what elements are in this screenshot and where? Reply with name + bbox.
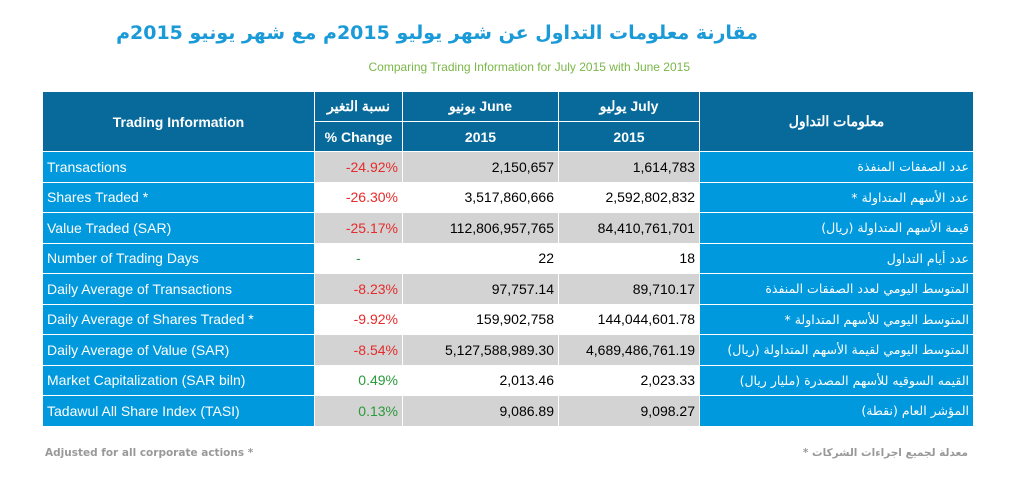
table-row: Value Traded (SAR) -25.17% 112,806,957,765…: [42, 212, 974, 244]
row-label: Daily Average of Transactions: [42, 273, 315, 305]
footnote-en: Adjusted for all corporate actions *: [45, 447, 254, 459]
row-change: 0.49%: [314, 364, 403, 396]
row-label: Transactions: [42, 151, 315, 183]
row-july: 2,023.33: [558, 364, 700, 396]
header-july: يوليو July: [558, 91, 700, 122]
row-change: 0.13%: [314, 395, 403, 427]
footnote-ar: معدلة لجميع اجراءات الشركات *: [802, 447, 968, 459]
header-june: يونيو June: [402, 91, 559, 122]
row-label-ar: قيمة الأسهم المتداولة (ريال): [699, 212, 974, 244]
row-june: 97,757.14: [402, 273, 559, 305]
header-change-en: % Change: [314, 121, 403, 152]
row-june: 2,013.46: [402, 364, 559, 396]
row-change: -: [314, 242, 403, 274]
row-label-ar: عدد الصفقات المنفذة: [699, 151, 974, 183]
row-june: 112,806,957,765: [402, 212, 559, 244]
row-change: -24.92%: [314, 151, 403, 183]
row-july: 4,689,486,761.19: [558, 334, 700, 366]
row-july: 2,592,802,832: [558, 181, 700, 213]
row-june: 2,150,657: [402, 151, 559, 183]
page-subtitle: Comparing Trading Information for July 2…: [368, 60, 690, 74]
row-label: Market Capitalization (SAR biln): [42, 364, 315, 396]
trading-table: Trading Information نسبة التغير يونيو Ju…: [42, 91, 974, 427]
row-label-ar: المتوسط اليومي للأسهم المتداولة *: [699, 303, 974, 335]
row-change: -25.17%: [314, 212, 403, 244]
row-july: 89,710.17: [558, 273, 700, 305]
table-row: Transactions -24.92% 2,150,657 1,614,783 عدد…: [42, 151, 974, 183]
row-label-ar: المؤشر العام (نقطة): [699, 395, 974, 427]
table-row: Daily Average of Transactions -8.23% 97,75…: [42, 273, 974, 305]
header-change-ar: نسبة التغير: [314, 91, 403, 122]
table-row: Tadawul All Share Index (TASI) 0.13% 9,086…: [42, 395, 974, 427]
row-june: 3,517,860,666: [402, 181, 559, 213]
table-row: Shares Traded * -26.30% 3,517,860,666 2,592…: [42, 181, 974, 213]
row-june: 22: [402, 242, 559, 274]
header-june-year: 2015: [402, 121, 559, 152]
header-july-year: 2015: [558, 121, 700, 152]
table-row: Market Capitalization (SAR biln) 0.49% 2,0…: [42, 364, 974, 396]
row-label-ar: عدد الأسهم المتداولة *: [699, 181, 974, 213]
row-change: -9.92%: [314, 303, 403, 335]
header-trading-info: Trading Information: [42, 91, 315, 152]
row-label-ar: القيمه السوقيه للأسهم المصدرة (مليار ريا…: [699, 364, 974, 396]
table-row: Daily Average of Shares Traded * -9.92% 15…: [42, 303, 974, 335]
row-june: 159,902,758: [402, 303, 559, 335]
row-label-ar: عدد أيام التداول: [699, 242, 974, 274]
row-july: 9,098.27: [558, 395, 700, 427]
row-june: 5,127,588,989.30: [402, 334, 559, 366]
row-label-ar: المتوسط اليومي لقيمة الأسهم المتداولة (ر…: [699, 334, 974, 366]
row-june: 9,086.89: [402, 395, 559, 427]
row-label: Number of Trading Days: [42, 242, 315, 274]
row-july: 84,410,761,701: [558, 212, 700, 244]
row-july: 18: [558, 242, 700, 274]
table-row: Number of Trading Days -22 18 عدد أيام التد…: [42, 242, 974, 274]
table-row: Daily Average of Value (SAR) -8.54% 5,127,…: [42, 334, 974, 366]
row-label: Shares Traded *: [42, 181, 315, 213]
row-label: Daily Average of Shares Traded *: [42, 303, 315, 335]
row-label: Daily Average of Value (SAR): [42, 334, 315, 366]
row-label-ar: المتوسط اليومي لعدد الصفقات المنفذة: [699, 273, 974, 305]
row-july: 144,044,601.78: [558, 303, 700, 335]
page-title-arabic: مقارنة معلومات التداول عن شهر يوليو 2015…: [116, 22, 758, 44]
header-row: Trading Information نسبة التغير يونيو Ju…: [42, 91, 974, 152]
row-label: Value Traded (SAR): [42, 212, 315, 244]
row-july: 1,614,783: [558, 151, 700, 183]
row-change: -8.23%: [314, 273, 403, 305]
header-info-ar: معلومات التداول: [699, 91, 974, 152]
header-row-2: % Change 2015 2015: [43, 121, 974, 152]
row-change: -26.30%: [314, 181, 403, 213]
row-change: -8.54%: [314, 334, 403, 366]
row-label: Tadawul All Share Index (TASI): [42, 395, 315, 427]
